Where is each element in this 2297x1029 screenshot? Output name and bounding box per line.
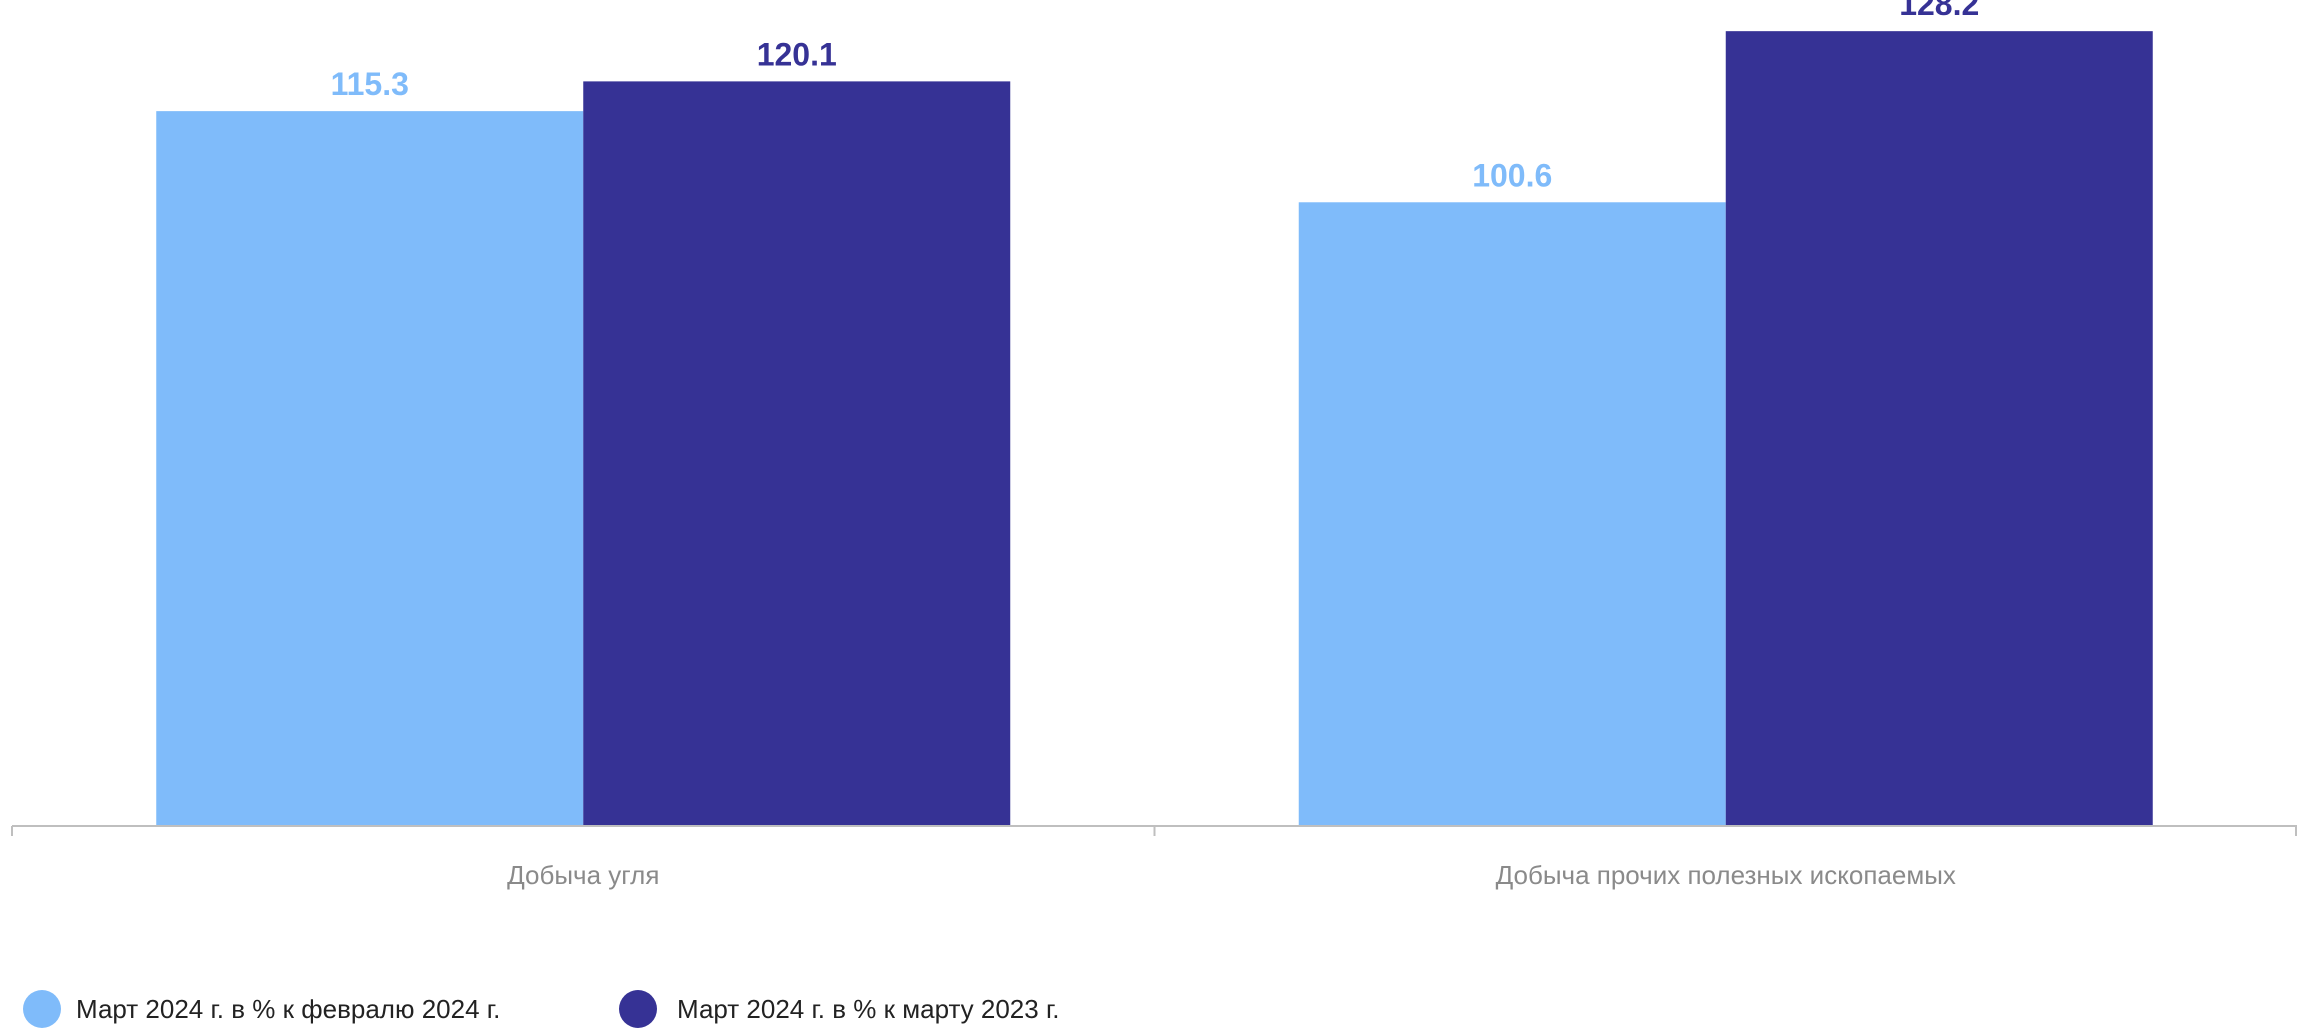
category-labels-layer: Добыча угля Добыча прочих полезных ископа… [507, 860, 1956, 890]
legend-marker-series-2 [619, 990, 657, 1028]
value-label: 128.2 [1899, 0, 1979, 22]
bar-2-series-1 [1298, 202, 1726, 826]
value-label: 115.3 [331, 66, 409, 102]
x-axis-ticks [11, 826, 2297, 836]
legend-label-series-2: Март 2024 г. в % к марту 2023 г. [677, 994, 1059, 1024]
legend: Март 2024 г. в % к февралю 2024 г. Март 2… [23, 990, 1059, 1028]
bar-1-series-1 [156, 111, 584, 826]
value-labels-layer: 115.3 120.1 100.6 128.2 [331, 0, 1980, 193]
category-label: Добыча угля [507, 860, 659, 890]
legend-label-series-1: Март 2024 г. в % к февралю 2024 г. [76, 994, 500, 1024]
bar-2-series-2 [1725, 31, 2153, 827]
category-label: Добыча прочих полезных ископаемых [1496, 860, 1956, 890]
value-label: 120.1 [757, 36, 837, 72]
legend-marker-series-1 [23, 990, 61, 1028]
value-label: 100.6 [1472, 157, 1552, 193]
bar-1-series-2 [583, 81, 1011, 826]
bars-layer [156, 31, 2153, 827]
